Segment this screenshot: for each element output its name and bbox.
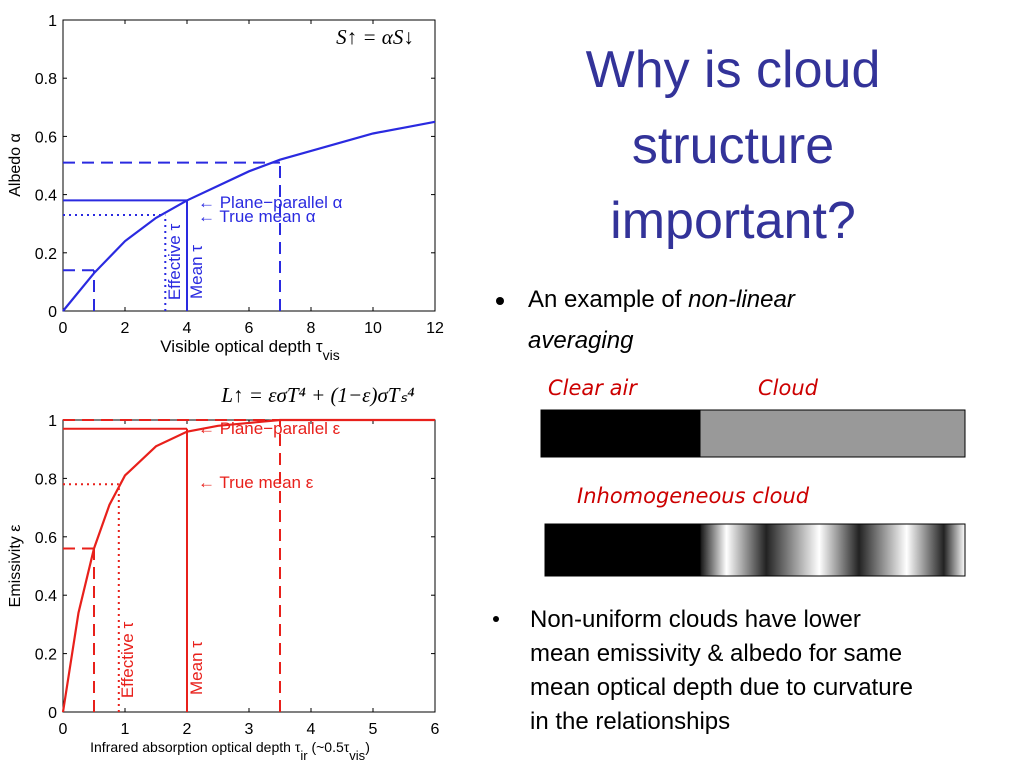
y-tick-label: 0.2 (35, 246, 57, 263)
y-axis-label: Albedo α (7, 133, 24, 197)
annotation: ← Plane−parallel α (198, 193, 343, 212)
x-tick-label: 6 (431, 721, 440, 738)
text: Non-uniform clouds have lower (530, 606, 861, 633)
bullet (496, 297, 504, 305)
x-axis-label-part: ir (300, 748, 308, 763)
title: Why is cloud structure important? (586, 41, 881, 250)
curve (62, 120, 436, 312)
x-axis-label: Infrared absorption optical depth τir (~… (90, 739, 370, 763)
x-tick-label: 4 (183, 320, 192, 337)
label: Clear air (548, 376, 638, 400)
clear-bar (544, 523, 701, 577)
y-tick-label: 0 (48, 705, 57, 722)
x-tick-label: 2 (183, 721, 192, 738)
bullet (493, 616, 499, 622)
label: Inhomogeneous cloud (577, 484, 810, 508)
curve (61, 418, 435, 713)
y-tick-label: 1 (48, 13, 57, 30)
y-axis-label: Emissivity ε (7, 525, 24, 608)
annotation: Effective τ (165, 224, 184, 301)
x-axis-label: Visible optical depth τvis (160, 337, 339, 363)
y-tick-label: 0.4 (35, 588, 57, 605)
x-tick-label: 12 (426, 320, 444, 337)
x-tick-label: 8 (307, 320, 316, 337)
x-tick-label: 0 (59, 721, 68, 738)
x-axis-label-part: (~0.5τ (308, 739, 350, 755)
equation: L↑ = εσT⁴ + (1−ε)σTₛ⁴ (220, 383, 414, 407)
text: in the relationships (530, 708, 730, 735)
y-tick-label: 0.8 (35, 71, 57, 88)
text: mean optical depth due to curvature (530, 674, 913, 701)
cloud-bar (699, 409, 966, 458)
x-tick-label: 3 (245, 721, 254, 738)
x-tick-label: 1 (121, 721, 130, 738)
x-tick-label: 4 (307, 721, 316, 738)
bullet-text: averaging (528, 327, 634, 354)
equation: S↑ = αS↓ (336, 25, 414, 49)
clear-bar (540, 409, 701, 458)
inhomogeneous-bar (699, 523, 966, 577)
bullet-text: An example of non-linear (528, 286, 796, 313)
annotation: ← True mean α (198, 207, 316, 226)
title-line: important? (610, 192, 856, 250)
x-axis-label-part: vis (349, 748, 365, 763)
x-tick-label: 6 (245, 320, 254, 337)
x-tick-label: 5 (369, 721, 378, 738)
text: An example of (528, 286, 688, 313)
x-axis-label-part: Infrared absorption optical depth τ (90, 739, 301, 755)
x-axis-label-part: ) (365, 739, 370, 755)
annotation: Mean τ (187, 245, 206, 299)
x-tick-label: 2 (121, 320, 130, 337)
x-axis-label-part: Visible optical depth τ (160, 337, 323, 356)
y-tick-label: 0 (48, 304, 57, 321)
y-tick-label: 0.8 (35, 471, 57, 488)
annotation: Mean τ (187, 641, 206, 695)
x-tick-label: 0 (59, 320, 68, 337)
x-tick-label: 10 (364, 320, 382, 337)
x-axis-label-part: vis (323, 347, 340, 363)
y-tick-label: 0.2 (35, 647, 57, 664)
plot-area (62, 19, 436, 312)
bullet-text: Non-uniform clouds have lower mean emiss… (530, 606, 913, 735)
annotation: ← True mean ε (198, 473, 314, 492)
y-tick-label: 0.6 (35, 530, 57, 547)
annotation: Effective τ (118, 622, 137, 699)
y-tick-label: 0.6 (35, 129, 57, 146)
title-line: Why is cloud (586, 41, 881, 99)
title-line: structure (632, 117, 834, 175)
y-tick-label: 0.4 (35, 188, 57, 205)
text: mean emissivity & albedo for same (530, 640, 902, 667)
label: Cloud (758, 376, 819, 400)
annotation: ← Plane−parallel ε (198, 419, 341, 438)
y-tick-label: 1 (48, 413, 57, 430)
text: non-linear (688, 286, 796, 313)
